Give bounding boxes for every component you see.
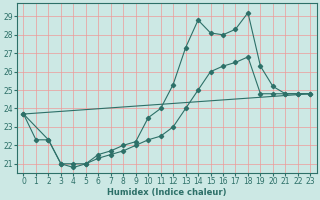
X-axis label: Humidex (Indice chaleur): Humidex (Indice chaleur) <box>107 188 227 197</box>
